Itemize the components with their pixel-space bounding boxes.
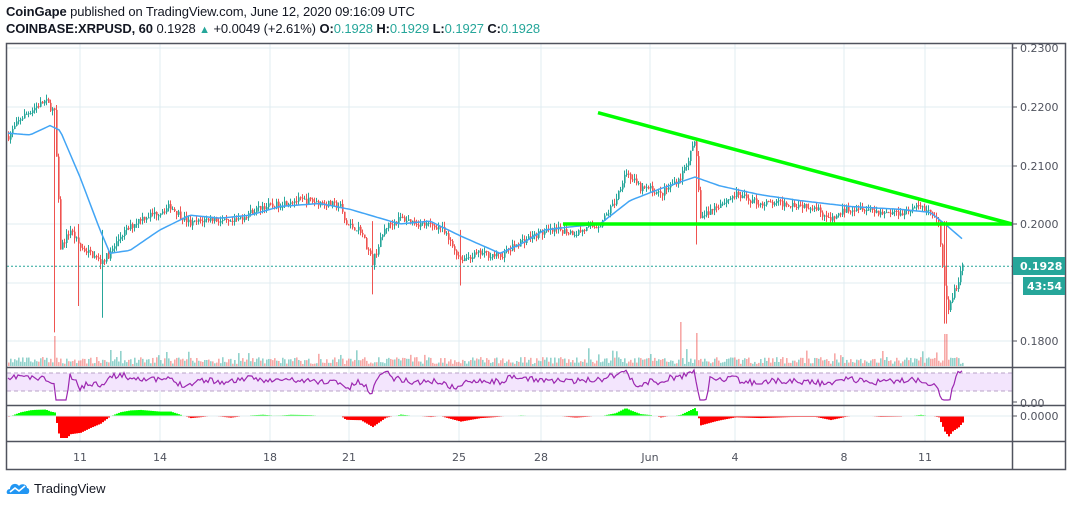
- rsi-band: [7, 373, 1012, 391]
- time-tick-label: 11: [918, 451, 932, 464]
- published-text: published on TradingView.com, June 12, 2…: [70, 4, 415, 19]
- time-tick-label: 4: [732, 451, 739, 464]
- volume-bars: [8, 322, 964, 366]
- time-tick-label: 11: [73, 451, 87, 464]
- up-arrow-icon: ▲: [199, 24, 210, 36]
- current-price-badge: 0.1928: [1013, 257, 1065, 275]
- rsi-line: [7, 368, 963, 401]
- low-value: 0.1927: [444, 21, 484, 36]
- time-tick-label: Jun: [640, 451, 658, 464]
- last-price: 0.1928: [156, 21, 196, 36]
- resistance-trendline[interactable]: [597, 110, 1013, 226]
- macd-histogram: [8, 408, 964, 438]
- close-value: 0.1928: [500, 21, 541, 36]
- publisher: CoinGape: [6, 4, 67, 19]
- moving-average-line: [7, 124, 963, 255]
- high-value: 0.1929: [389, 21, 430, 36]
- time-tick-label: 8: [841, 451, 848, 464]
- open-label: O:: [319, 21, 334, 36]
- time-tick-label: 14: [153, 451, 167, 464]
- price-tick-label: 0.2300: [1020, 42, 1059, 55]
- symbol-legend: COINBASE:XRPUSD, 60 0.1928 ▲ +0.0049 (+2…: [6, 21, 540, 36]
- high-label: H:: [376, 21, 390, 36]
- time-axis[interactable]: 11 14 18 21 25 28 Jun 4 8 11: [73, 451, 932, 464]
- price-tick-label: 0.1800: [1020, 335, 1059, 348]
- low-label: L:: [432, 21, 445, 36]
- close-label: C:: [487, 21, 501, 36]
- bar-countdown: 43:54: [1027, 280, 1062, 293]
- rsi-axis-label: 0.00: [1020, 397, 1045, 410]
- current-price-label: 0.1928: [1020, 260, 1062, 273]
- price-axis[interactable]: 0.2300 0.2200 0.2100 0.2000 0.1800: [1012, 42, 1059, 348]
- time-tick-label: 18: [263, 451, 277, 464]
- price-tick-label: 0.2000: [1020, 218, 1059, 231]
- candlesticks: [8, 94, 964, 333]
- brand-name: TradingView: [34, 480, 106, 496]
- time-tick-label: 28: [534, 451, 548, 464]
- symbol-name[interactable]: COINBASE:XRPUSD, 60: [6, 21, 153, 36]
- price-tick-label: 0.2100: [1020, 160, 1059, 173]
- tradingview-cloud-icon: [6, 483, 30, 494]
- countdown-badge: 43:54: [1023, 277, 1065, 295]
- tradingview-logo[interactable]: TradingView: [6, 480, 106, 496]
- price-change: +0.0049 (+2.61%): [213, 21, 316, 36]
- price-tick-label: 0.2200: [1020, 101, 1059, 114]
- time-tick-label: 21: [342, 451, 356, 464]
- chart-frame: [5, 42, 1067, 471]
- time-tick-label: 25: [452, 451, 466, 464]
- open-value: 0.1928: [333, 21, 373, 36]
- macd-axis-label: 0.0000: [1020, 410, 1059, 423]
- publish-info: CoinGape published on TradingView.com, J…: [6, 4, 415, 19]
